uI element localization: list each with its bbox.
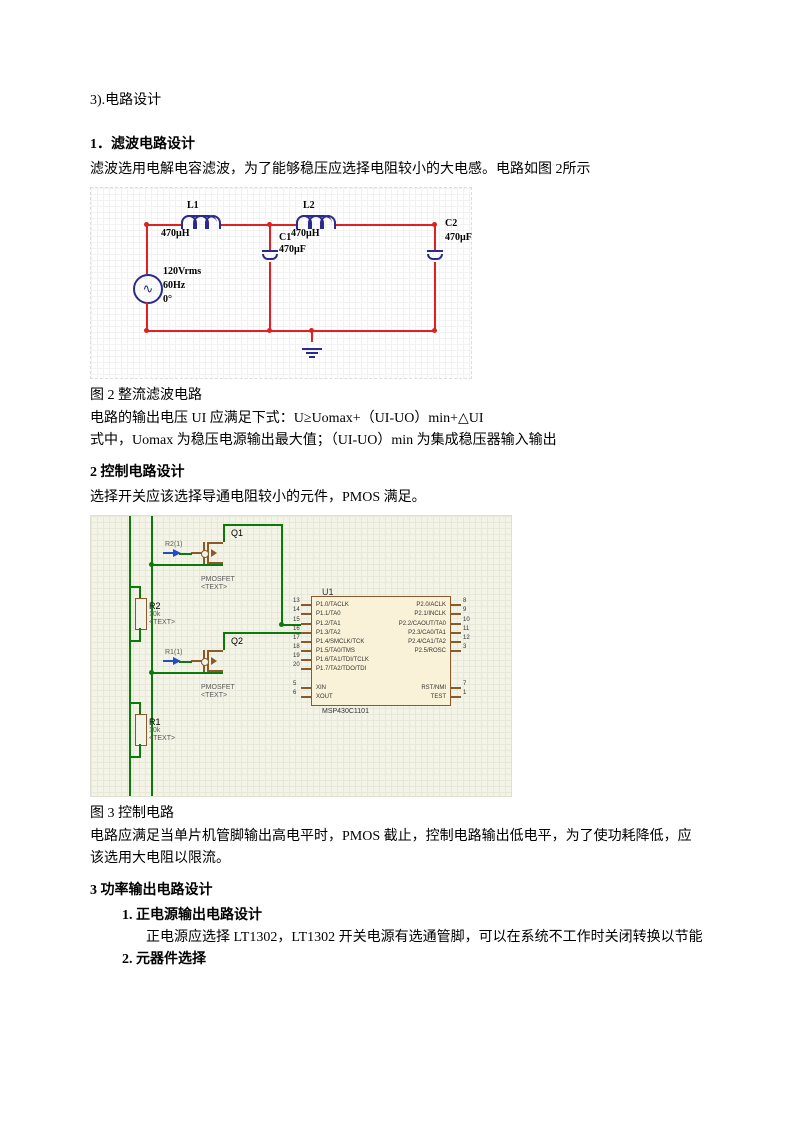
resistor-r1 (135, 714, 147, 746)
filter-circuit-diagram: ∿ L1 470µH L2 470µH (90, 187, 472, 379)
paragraph-1: 滤波选用电解电容滤波，为了能够稳压应选择电阻较小的大电感。电路如图 2所示 (90, 159, 704, 181)
q1-label: Q1 (231, 526, 243, 540)
formula-line: 电路的输出电压 UI 应满足下式：U≥Uomax+（UI-UO）min+△UI (90, 408, 704, 430)
formula-explain: 式中，Uomax 为稳压电源输出最大值；（UI-UO）min 为集成稳压器输入输… (90, 430, 704, 452)
chip-name: MSP430C1101 (322, 706, 369, 717)
src-phase: 0° (163, 292, 172, 308)
l2-value: 470µH (291, 226, 320, 242)
q2-label: Q2 (231, 634, 243, 648)
heading-1: 1．滤波电路设计 (90, 134, 704, 156)
figure-3-caption: 图 3 控制电路 (90, 803, 704, 825)
sub-1-body: 正电源应选择 LT1302，LT1302 开关电源有选通管脚，可以在系统不工作时… (122, 927, 704, 949)
figure-2-caption: 图 2 整流滤波电路 (90, 385, 704, 407)
r2-text: <TEXT> (149, 617, 175, 628)
l1-value: 470µH (161, 226, 190, 242)
sub-1-label: 1. 正电源输出电路设计 (122, 905, 704, 927)
r1-text: <TEXT> (149, 733, 175, 744)
figure-3-circuit: Q1 PMOSFET <TEXT> R2(1) R2 10k <TEXT> Q2… (90, 515, 704, 797)
r1-signal: R1(1) (165, 647, 183, 658)
chip-ref: U1 (322, 585, 334, 599)
resistor-r2 (135, 598, 147, 630)
figure-2-circuit: ∿ L1 470µH L2 470µH (90, 187, 704, 379)
c1-value: 470µF (279, 242, 306, 258)
heading-3: 3 功率输出电路设计 (90, 880, 704, 902)
q2-text: <TEXT> (201, 690, 227, 701)
l1-name: L1 (187, 198, 199, 214)
q1-text: <TEXT> (201, 582, 227, 593)
figure-3-text: 电路应满足当单片机管脚输出高电平时，PMOS 截止，控制电路输出低电平，为了使功… (90, 826, 704, 871)
c2-value: 470µF (445, 230, 472, 246)
heading-2: 2 控制电路设计 (90, 462, 704, 484)
paragraph-2: 选择开关应该选择导通电阻较小的元件，PMOS 满足。 (90, 487, 704, 509)
r2-signal: R2(1) (165, 539, 183, 550)
section-number: 3).电路设计 (90, 90, 704, 112)
l2-name: L2 (303, 198, 315, 214)
ac-source-icon: ∿ (133, 274, 163, 304)
sub-2-label: 2. 元器件选择 (122, 949, 704, 971)
control-circuit-diagram: Q1 PMOSFET <TEXT> R2(1) R2 10k <TEXT> Q2… (90, 515, 512, 797)
